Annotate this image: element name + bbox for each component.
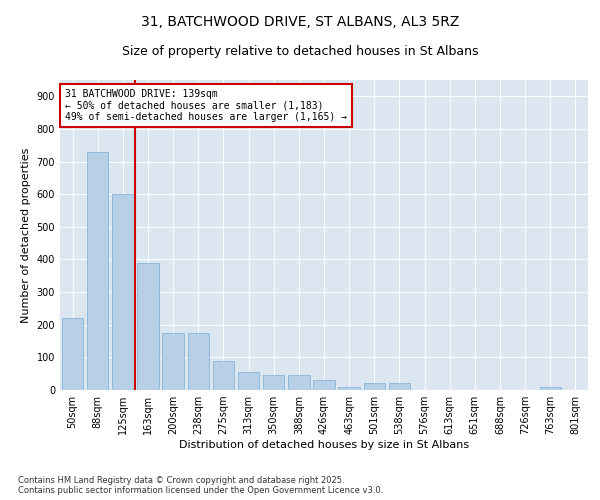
Bar <box>62 318 83 390</box>
Bar <box>539 388 561 390</box>
Bar <box>213 360 234 390</box>
Text: 31 BATCHWOOD DRIVE: 139sqm
← 50% of detached houses are smaller (1,183)
49% of s: 31 BATCHWOOD DRIVE: 139sqm ← 50% of deta… <box>65 90 347 122</box>
Bar <box>389 384 410 390</box>
Bar <box>112 194 134 390</box>
Bar <box>263 376 284 390</box>
Text: 31, BATCHWOOD DRIVE, ST ALBANS, AL3 5RZ: 31, BATCHWOOD DRIVE, ST ALBANS, AL3 5RZ <box>141 15 459 29</box>
Bar <box>364 384 385 390</box>
Bar <box>288 376 310 390</box>
X-axis label: Distribution of detached houses by size in St Albans: Distribution of detached houses by size … <box>179 440 469 450</box>
Bar <box>188 333 209 390</box>
Bar <box>137 262 158 390</box>
Bar <box>163 333 184 390</box>
Bar <box>313 380 335 390</box>
Bar <box>338 388 360 390</box>
Bar <box>238 372 259 390</box>
Bar <box>87 152 109 390</box>
Text: Size of property relative to detached houses in St Albans: Size of property relative to detached ho… <box>122 45 478 58</box>
Y-axis label: Number of detached properties: Number of detached properties <box>21 148 31 322</box>
Text: Contains HM Land Registry data © Crown copyright and database right 2025.
Contai: Contains HM Land Registry data © Crown c… <box>18 476 383 495</box>
